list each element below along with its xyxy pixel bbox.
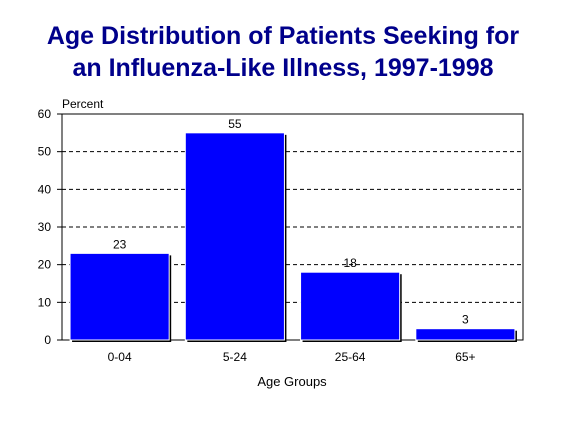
y-tick-label: 20 [38,258,52,272]
bars: 23 55 18 3 [69,117,517,342]
chart-title: Age Distribution of Patients Seeking for… [0,20,566,84]
data-label: 23 [113,237,127,251]
data-label: 18 [343,256,357,270]
bar-65+ [415,328,516,341]
bar-5-24 [184,132,285,341]
y-tick-label: 60 [38,107,52,121]
y-axis: 0 10 20 30 40 50 60 [38,107,62,347]
bar-0-04 [69,252,170,341]
y-tick-label: 10 [38,295,52,309]
y-tick-label: 0 [44,333,51,347]
x-tick-label: 25-64 [335,350,366,364]
y-tick-label: 30 [38,220,52,234]
y-tick-label: 50 [38,145,52,159]
x-axis-label: Age Groups [257,374,327,389]
data-label: 55 [228,117,242,131]
y-tick-label: 40 [38,182,52,196]
x-tick-label: 65+ [455,350,475,364]
y-axis-label: Percent [62,97,104,111]
x-tick-label: 5-24 [223,350,247,364]
data-label: 3 [462,313,469,327]
bar-25-64 [300,271,401,341]
chart-title-line-1: Age Distribution of Patients Seeking for [46,22,520,50]
x-axis: 0-04 5-24 25-64 65+ [108,350,476,364]
x-tick-label: 0-04 [108,350,132,364]
chart-title-line-2: an Influenza-Like Illness, 1997-1998 [72,54,494,82]
